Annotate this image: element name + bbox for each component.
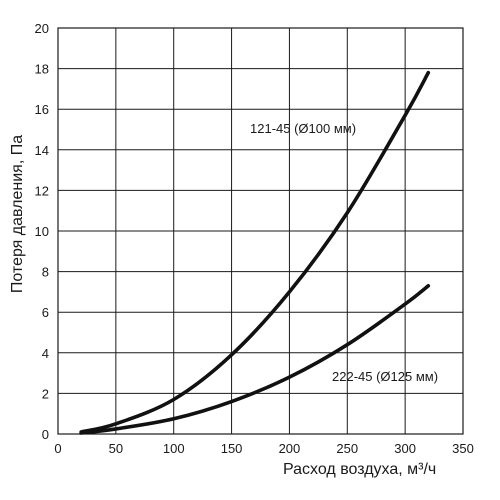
- y-tick-label: 8: [42, 265, 49, 280]
- y-tick-label: 0: [42, 427, 49, 442]
- series-line-2: [79, 284, 431, 435]
- y-tick-label: 16: [35, 102, 49, 117]
- x-tick-label: 200: [279, 441, 301, 456]
- y-tick-label: 20: [35, 21, 49, 36]
- x-tick-label: 300: [394, 441, 416, 456]
- x-tick-label: 0: [54, 441, 61, 456]
- x-tick-label: 250: [336, 441, 358, 456]
- x-tick-label: 150: [221, 441, 243, 456]
- series-line-1: [79, 70, 431, 434]
- series-label-121-45: 121-45 (Ø100 мм): [250, 121, 356, 136]
- x-axis-label: Расход воздуха, м³/ч: [283, 461, 436, 478]
- x-tick-label: 100: [163, 441, 185, 456]
- x-tick-label: 50: [109, 441, 123, 456]
- y-tick-label: 14: [35, 143, 49, 158]
- x-axis-ticks: 0 50 100 150 200 250 300 350: [54, 441, 473, 456]
- y-tick-label: 2: [42, 386, 49, 401]
- y-tick-label: 10: [35, 224, 49, 239]
- y-tick-label: 6: [42, 305, 49, 320]
- y-tick-label: 18: [35, 62, 49, 77]
- y-tick-label: 12: [35, 183, 49, 198]
- series-label-222-45: 222-45 (Ø125 мм): [332, 369, 438, 384]
- y-tick-label: 4: [42, 346, 49, 361]
- series-lines: [79, 70, 431, 435]
- x-tick-label: 350: [452, 441, 474, 456]
- y-axis-ticks: 0 2 4 6 8 10 12 14 16 18 20: [35, 21, 49, 442]
- plot-frame: [57, 27, 464, 435]
- y-axis-label: Потеря давления, Па: [9, 135, 26, 293]
